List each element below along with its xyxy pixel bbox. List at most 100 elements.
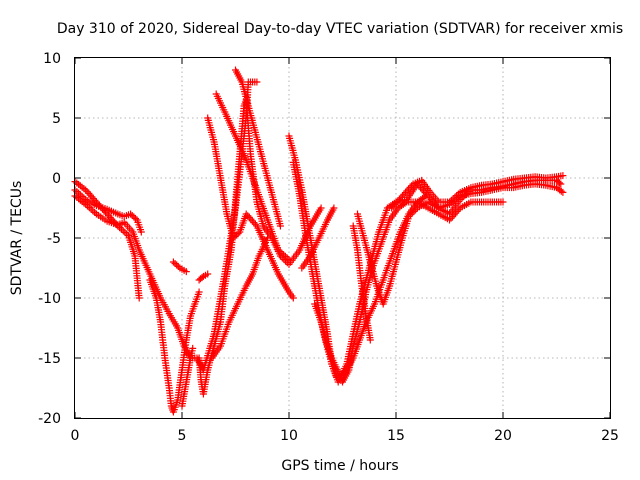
data-point-marker [555,179,563,187]
data-point-marker [92,198,100,206]
data-point-marker [169,258,177,266]
data-point-marker [394,197,402,205]
data-point-marker [338,371,346,378]
data-point-marker [330,204,338,212]
data-point-marker [127,210,135,218]
data-point-marker [398,192,406,200]
series-7 [195,270,212,284]
data-point-marker [105,212,113,220]
data-point-marker [251,220,259,228]
y-tick-label: 5 [52,111,61,127]
data-point-marker [75,189,83,197]
data-point-marker [366,336,374,344]
data-point-marker [88,193,96,201]
x-axis-label: GPS time / hours [281,458,398,474]
series-6 [169,258,190,276]
data-point-marker [453,207,461,215]
data-point-marker [388,204,396,212]
data-point-marker [401,199,409,207]
x-tick-label: 0 [71,428,80,444]
data-point-marker [231,233,239,240]
data-point-marker [137,228,145,236]
data-point-marker [100,207,108,215]
data-point-marker [402,189,409,197]
x-tick-labels: 0 5 10 15 20 25 [71,428,619,444]
data-point-marker [244,212,252,220]
data-point-marker [285,256,293,264]
data-point-marker [447,214,455,222]
data-point-marker [410,207,418,215]
data-point-marker [229,234,237,242]
data-point-marker [408,182,416,190]
y-tick-label: 10 [43,51,61,67]
series-18 [354,180,567,308]
data-point-marker [248,217,256,225]
data-point-marker [174,263,182,270]
data-point-marker [412,206,420,214]
data-point-marker [391,201,399,209]
data-point-marker [452,209,460,217]
series-11 [212,90,293,264]
data-point-marker [389,202,397,210]
data-point-marker [417,183,424,191]
x-tick-label: 5 [178,428,187,444]
y-tick-label: -10 [38,291,61,307]
data-point-marker [109,217,117,225]
data-point-marker [405,185,412,193]
y-axis-label: SDTVAR / TECUs [9,181,25,296]
data-point-marker [407,211,415,219]
data-point-marker [94,200,102,208]
data-point-marker [102,208,110,216]
y-tick-label: -20 [38,411,61,427]
data-point-marker [408,209,416,217]
data-point-marker [340,369,348,377]
series-5 [178,344,197,410]
data-point-marker [406,183,414,191]
data-point-marker [559,188,567,196]
series-9 [204,114,297,302]
series-10 [208,234,272,362]
y-tick-labels: -20 -15 -10 -5 0 5 10 [38,51,61,427]
series-12 [232,66,284,230]
x-tick-label: 10 [280,428,298,444]
data-point-marker [189,344,197,352]
data-point-marker [242,210,250,218]
data-point-marker [397,194,405,202]
data-point-marker [204,270,212,278]
series-4 [146,276,203,416]
data-point-marker [253,78,261,86]
data-point-marker [499,198,507,206]
data-point-marker [83,188,91,196]
data-point-marker [317,204,325,212]
data-point-marker [276,222,284,230]
data-point-marker [82,186,90,194]
data-point-marker [85,189,93,197]
data-point-marker [289,294,297,302]
data-point-marker [87,205,95,213]
y-tick-label: -5 [47,231,61,247]
data-point-marker [128,212,136,219]
chart-title: Day 310 of 2020, Sidereal Day-to-day VTE… [57,21,623,37]
series-16 [311,192,430,380]
data-point-marker [91,196,99,204]
axis-ticks [74,57,611,419]
data-point-marker [234,230,242,237]
x-tick-label: 20 [494,428,512,444]
data-point-marker [103,210,111,218]
data-point-marker [422,192,430,200]
data-point-marker [449,213,457,221]
data-point-marker [130,213,138,221]
series-2 [71,186,145,236]
data-point-marker [455,206,463,214]
data-point-marker [245,213,253,221]
data-point-marker [96,201,103,209]
data-point-marker [171,260,179,267]
data-point-marker [336,372,344,380]
x-tick-label: 15 [387,428,405,444]
data-point-marker [112,220,120,228]
plot-frame [74,57,611,419]
data-point-marker [132,215,139,222]
data-point-marker [557,180,565,188]
series-19 [388,172,567,212]
